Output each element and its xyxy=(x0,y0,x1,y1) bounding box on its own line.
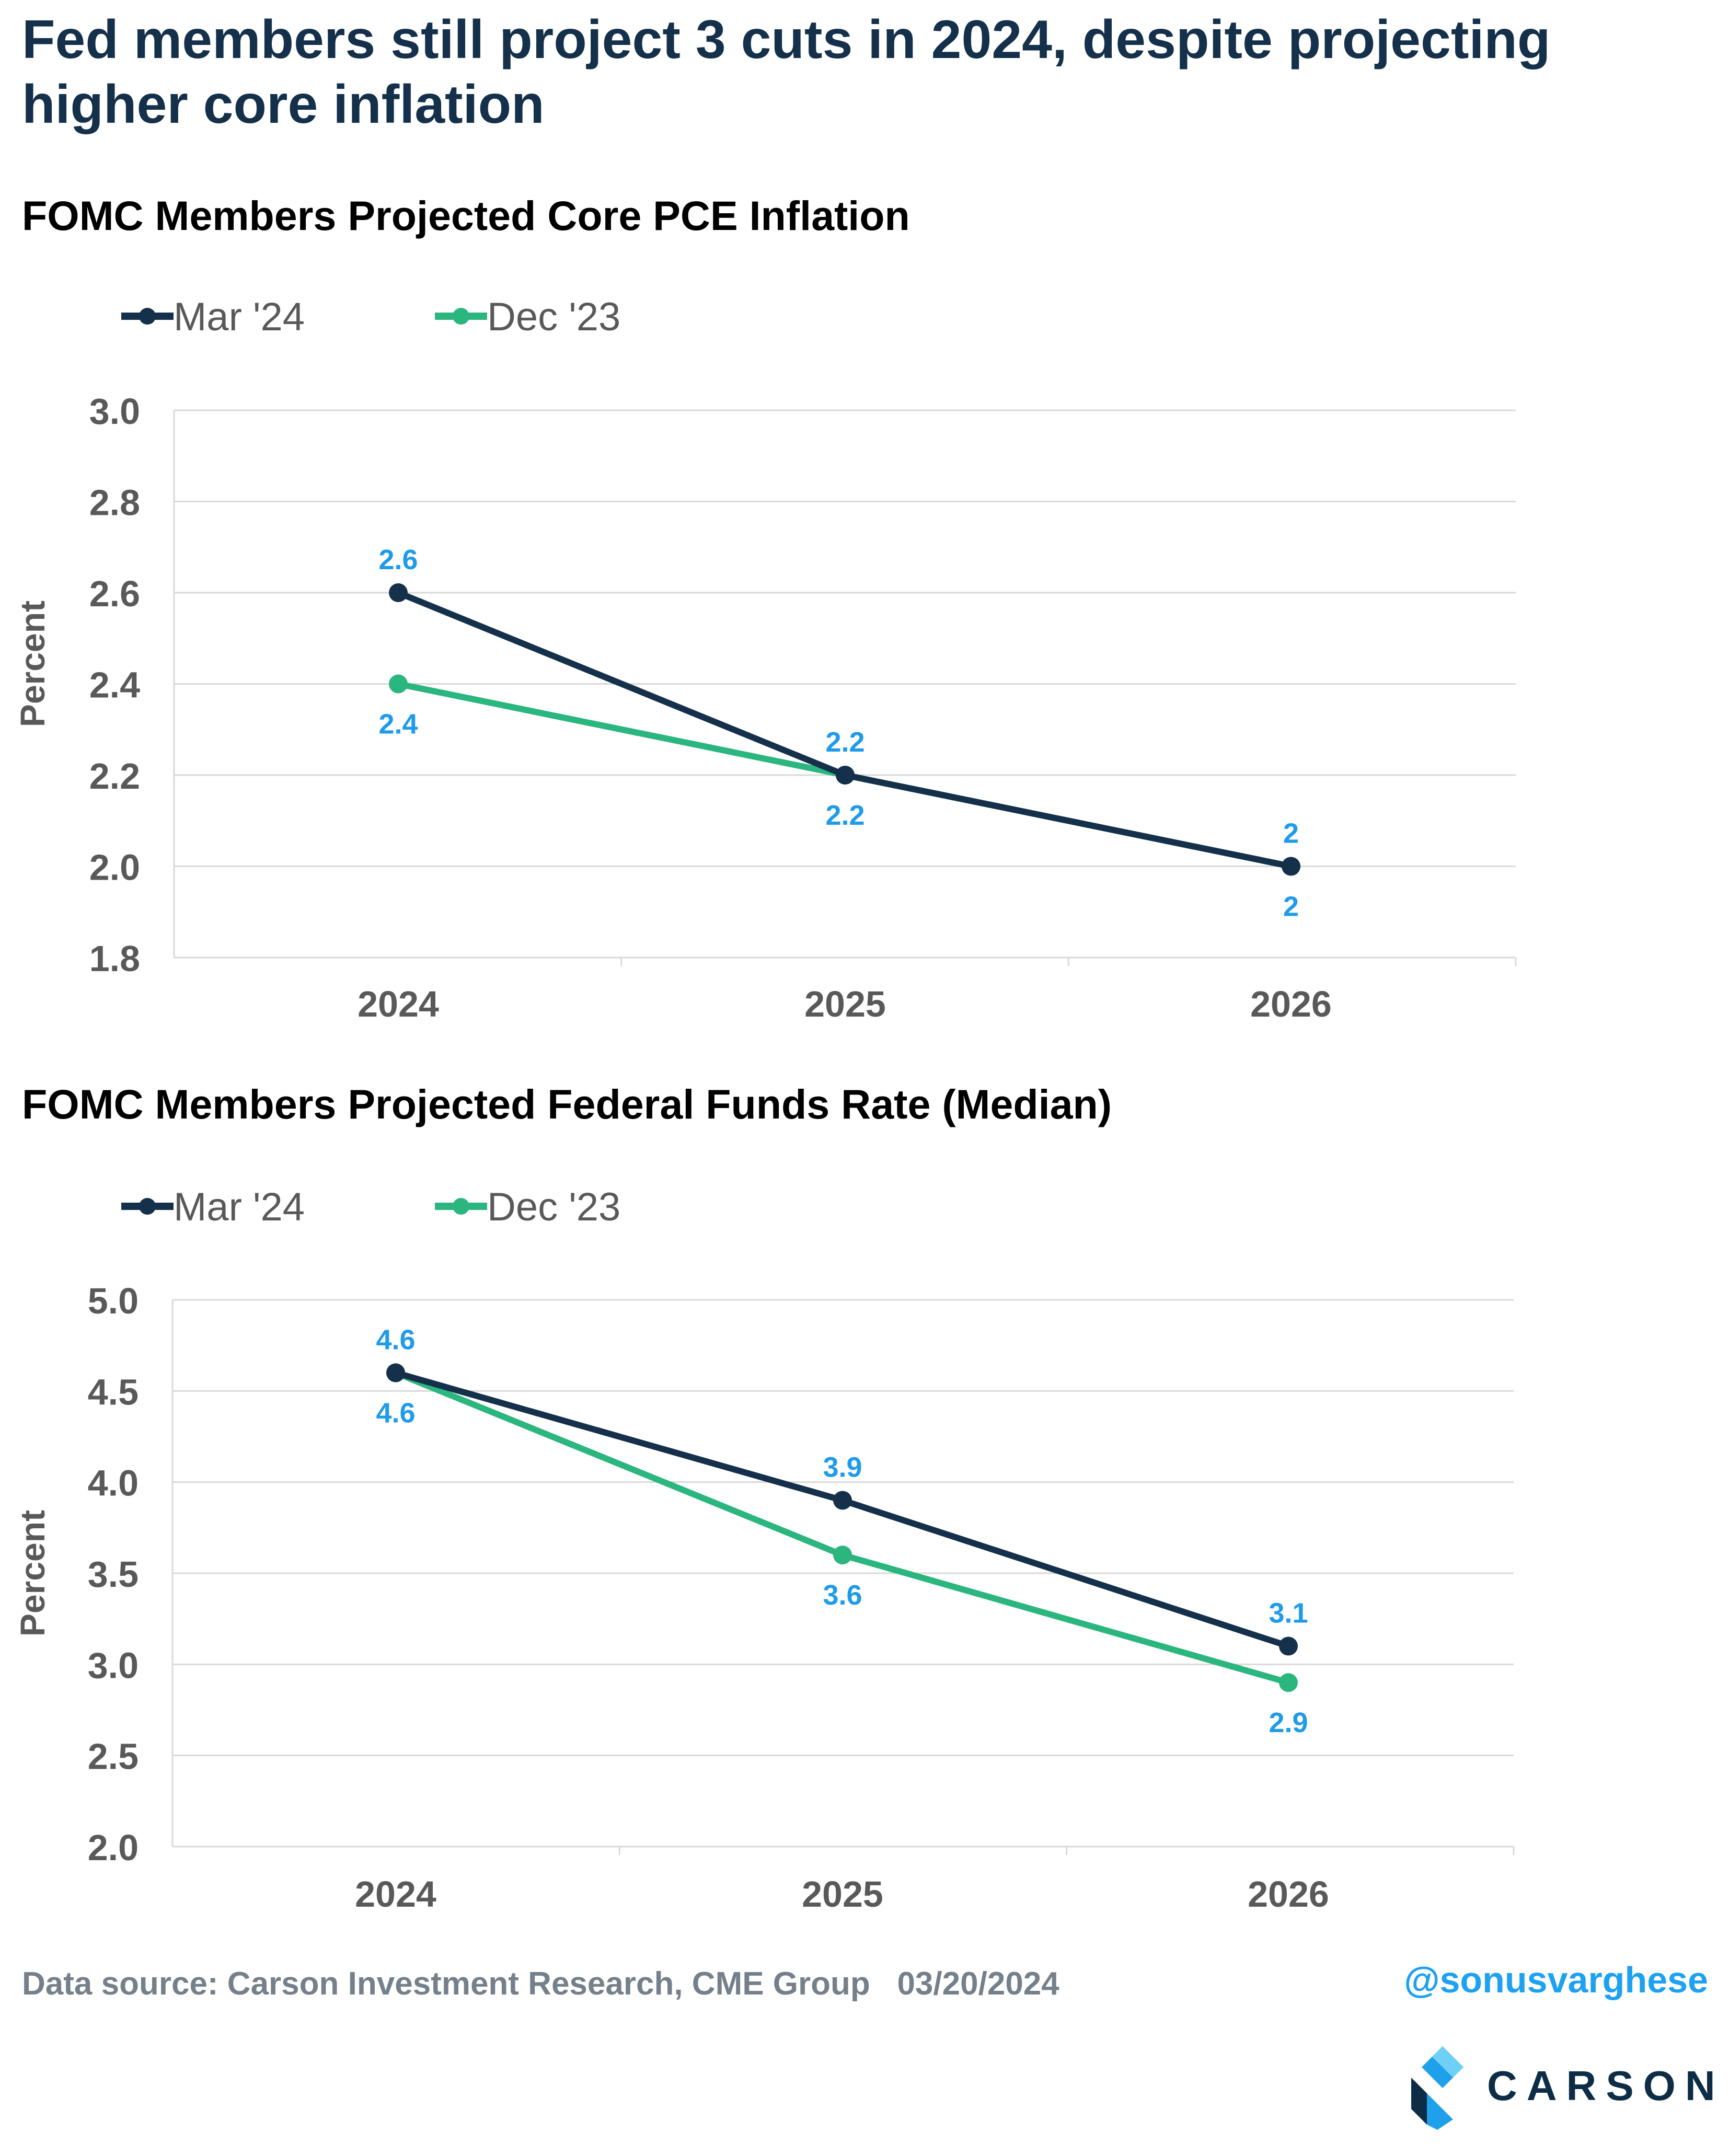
data-label: 4.6 xyxy=(376,1324,415,1355)
headline: Fed members still project 3 cuts in 2024… xyxy=(22,9,1551,135)
data-label: 4.6 xyxy=(376,1397,415,1428)
legend-swatch-marker xyxy=(139,308,156,325)
data-point xyxy=(1279,1673,1298,1692)
y-tick-label: 2.4 xyxy=(89,665,140,706)
chart-core-pce: 1.8 2.0 2.2 2.4 2.6 2.8 3.0 2024 2025 2026 Percent… xyxy=(13,295,1517,1024)
author-handle[interactable]: @sonusvarghese xyxy=(1404,1959,1708,2000)
y-tick-label: 4.0 xyxy=(88,1463,139,1504)
y-tick-label: 1.8 xyxy=(89,938,140,979)
data-label: 3.6 xyxy=(823,1579,862,1611)
data-point xyxy=(386,1363,405,1382)
y-tick-label: 2.0 xyxy=(88,1827,139,1868)
y-tick-label: 2.2 xyxy=(89,756,140,797)
data-point xyxy=(1282,857,1300,876)
data-label: 2.2 xyxy=(825,800,865,831)
x-tick-label: 2025 xyxy=(804,984,886,1024)
y-tick-label: 3.0 xyxy=(89,391,140,432)
carson-logo: CARSON xyxy=(1406,2046,1715,2130)
chart-title-core-pce: FOMC Members Projected Core PCE Inflatio… xyxy=(22,192,910,239)
data-label: 3.1 xyxy=(1269,1597,1308,1629)
x-tick-label: 2025 xyxy=(802,1874,883,1915)
y-tick-label: 2.8 xyxy=(89,482,140,523)
data-label: 2.6 xyxy=(378,544,418,575)
carson-logo-icon xyxy=(1411,2046,1463,2130)
legend-swatch-marker xyxy=(453,308,469,325)
data-label: 2 xyxy=(1283,891,1299,923)
legend-label: Dec '23 xyxy=(487,1185,620,1229)
y-tick-label: 2.0 xyxy=(89,847,140,888)
y-axis-label: Percent xyxy=(13,1510,52,1636)
carson-logo-text: CARSON xyxy=(1487,2062,1725,2109)
series-line xyxy=(394,1369,1289,1686)
x-tick-label: 2026 xyxy=(1250,984,1332,1024)
data-point xyxy=(389,674,408,694)
x-tick-label: 2024 xyxy=(358,984,439,1024)
y-axis-label: Percent xyxy=(13,601,52,727)
data-point xyxy=(833,1546,852,1565)
x-tick-label: 2026 xyxy=(1248,1874,1329,1915)
y-tick-label: 2.6 xyxy=(89,573,140,614)
chart-title-fed-funds: FOMC Members Projected Federal Funds Rat… xyxy=(22,1081,1112,1127)
data-point xyxy=(836,766,855,785)
legend-swatch-marker xyxy=(453,1198,469,1215)
legend-swatch-marker xyxy=(139,1198,156,1215)
data-label: 2 xyxy=(1283,818,1299,849)
legend-label: Dec '23 xyxy=(487,295,620,339)
x-tick-label: 2024 xyxy=(355,1874,436,1915)
data-source-note: Data source: Carson Investment Research,… xyxy=(22,1966,1059,2002)
data-label: 2.2 xyxy=(825,727,865,758)
legend-label: Mar '24 xyxy=(174,295,305,339)
legend-label: Mar '24 xyxy=(174,1185,305,1229)
chart-fed-funds: 2.0 2.5 3.0 3.5 4.0 4.5 5.0 2024 2025 2026 Percent… xyxy=(13,1185,1515,1915)
data-point xyxy=(1279,1636,1298,1656)
data-label: 2.9 xyxy=(1269,1707,1308,1738)
y-tick-label: 2.5 xyxy=(88,1736,139,1777)
data-point xyxy=(389,583,408,602)
y-tick-label: 4.5 xyxy=(88,1371,139,1412)
data-label: 3.9 xyxy=(823,1452,862,1483)
y-tick-label: 3.5 xyxy=(88,1554,139,1595)
y-tick-label: 5.0 xyxy=(88,1281,139,1321)
y-tick-label: 3.0 xyxy=(88,1645,139,1686)
data-point xyxy=(833,1491,852,1510)
data-label: 2.4 xyxy=(378,709,418,740)
